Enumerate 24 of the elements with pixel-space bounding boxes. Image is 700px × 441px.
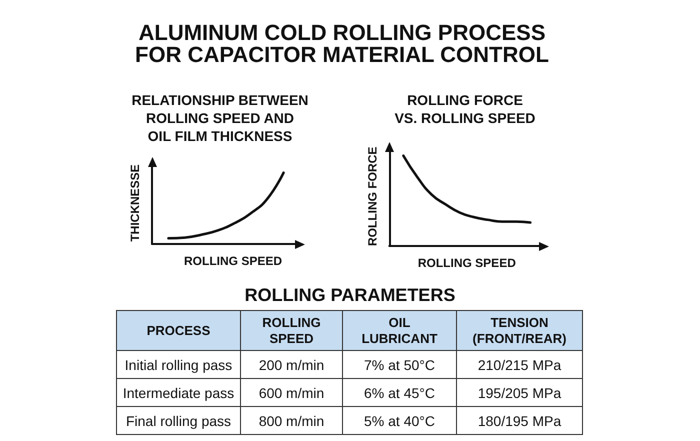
- chart-title: ROLLING FORCE VS. ROLLING SPEED: [394, 92, 536, 126]
- text: 180/195 MPa: [478, 412, 562, 428]
- text: Initial rolling pass: [124, 356, 232, 372]
- chart-title: RELATIONSHIP BETWEEN ROLLING SPEED AND OIL FILM THICKNESS: [132, 92, 308, 144]
- text: 195/205 MPa: [478, 384, 562, 400]
- text: 5% at 40°C: [364, 412, 435, 428]
- y-axis-title: ROLLING FORCE: [365, 146, 380, 246]
- category-label: PROCESS: [116, 310, 240, 350]
- text: 800 m/min: [258, 412, 324, 428]
- category-label: OIL LUBRICANT: [342, 310, 456, 350]
- text: 7% at 50°C: [364, 356, 435, 372]
- text: 200 m/min: [258, 356, 324, 372]
- text: ALUMINUM COLD ROLLING PROCESS FOR CAPACITOR MATERIAL CONTROL: [134, 20, 550, 67]
- text: 210/215 MPa: [478, 356, 562, 372]
- text: Final rolling pass: [126, 412, 232, 428]
- x-axis-title: ROLLING SPEED: [418, 256, 516, 270]
- category-label: ROLLING SPEED: [240, 310, 342, 350]
- text: ROLLING PARAMETERS: [244, 284, 456, 306]
- text: 600 m/min: [258, 384, 324, 400]
- text: 6% at 45°C: [364, 384, 435, 400]
- category-label: TENSION (FRONT/REAR): [456, 310, 582, 350]
- x-axis-title: ROLLING SPEED: [184, 254, 282, 268]
- text: Intermediate pass: [122, 384, 234, 400]
- y-axis-title: THICKNESSE: [128, 164, 142, 242]
